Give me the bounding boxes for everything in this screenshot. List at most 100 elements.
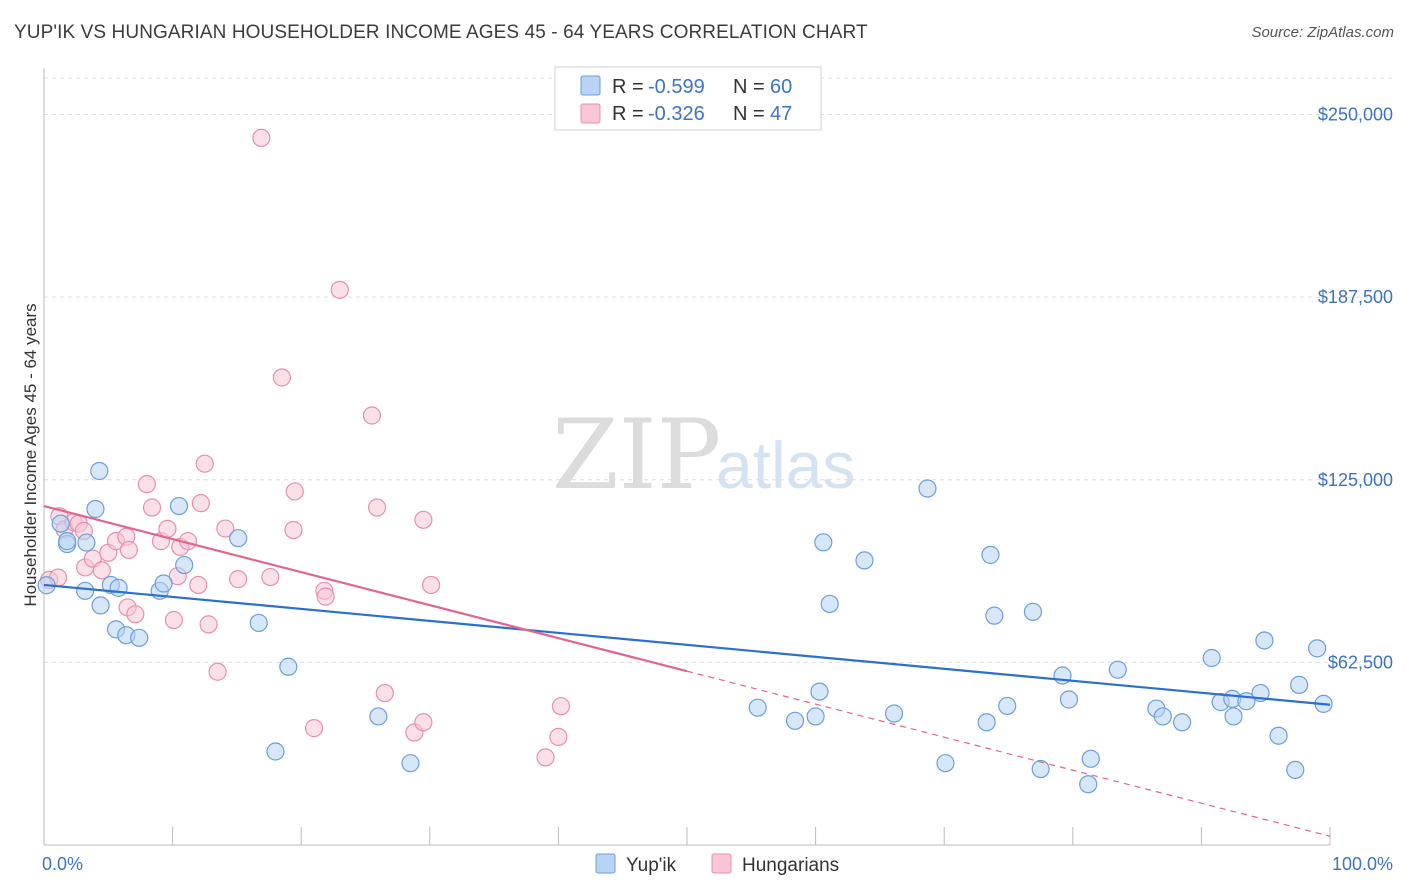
hungarians-swatch	[580, 103, 601, 124]
axes	[43, 68, 1331, 846]
y-axis-title: Householder Income Ages 45 - 64 years	[21, 303, 40, 606]
yupik-point	[998, 696, 1017, 716]
yupik-r-label: R =	[612, 76, 644, 98]
y-tick-label: $187,500	[1318, 287, 1393, 307]
yupik-point	[1031, 759, 1050, 779]
yupik-r-value: -0.599	[648, 76, 705, 98]
yupik-point	[1081, 749, 1100, 768]
yupik-point	[86, 499, 105, 519]
watermark-atlas: atlas	[716, 428, 855, 502]
yupik-point	[169, 496, 189, 516]
chart-title: YUP'IK VS HUNGARIAN HOUSEHOLDER INCOME A…	[14, 22, 868, 43]
yupik-point	[1269, 726, 1288, 745]
yupik-point	[785, 711, 805, 730]
yupik-point	[884, 704, 904, 723]
yupik-point	[810, 682, 829, 701]
hungarians-point	[375, 683, 394, 703]
watermark: ZIP atlas	[552, 399, 855, 511]
yupik-legend-label: Yup'ik	[626, 855, 677, 876]
hungarians-point	[164, 610, 183, 630]
hungarians-point	[414, 713, 433, 732]
trend-lines	[43, 504, 1331, 837]
hungarians-point	[208, 662, 227, 681]
hungarians-point	[137, 475, 156, 494]
yupik-point	[820, 594, 839, 614]
yupik-point	[1286, 760, 1305, 780]
yupik-point	[249, 613, 268, 633]
yupik-point	[1173, 713, 1192, 732]
hungarians-point	[199, 615, 218, 634]
hungarians-n-value: 47	[770, 103, 792, 125]
yupik-points	[37, 461, 1333, 794]
yupik-point	[175, 555, 194, 575]
hungarians-point	[285, 482, 304, 501]
hungarians-point	[142, 498, 162, 517]
yupik-point	[918, 479, 937, 498]
yupik-swatch	[580, 75, 601, 96]
yupik-point	[1255, 631, 1274, 650]
yupik-point	[977, 713, 996, 732]
yupik-point	[855, 551, 874, 570]
yupik-legend-swatch	[595, 853, 616, 874]
y-tick-label: $62,500	[1328, 652, 1393, 672]
hungarians-point	[536, 748, 555, 767]
grid-lines	[44, 77, 1393, 663]
hungarians-point	[119, 540, 138, 559]
series-legend: Yup'ik Hungarians	[595, 853, 839, 876]
hungarians-point	[126, 605, 145, 624]
watermark-zip: ZIP	[552, 399, 721, 511]
yupik-point	[1108, 660, 1127, 679]
yupik-point	[77, 533, 96, 552]
yupik-point	[814, 533, 833, 552]
hungarians-point	[551, 697, 571, 716]
source-credit: Source: ZipAtlas.com	[1251, 24, 1394, 41]
hungarians-points	[40, 128, 571, 767]
yupik-point	[90, 461, 109, 481]
hungarians-point	[362, 406, 382, 425]
hungarians-trend-dashed	[686, 670, 1331, 837]
yupik-trend-solid	[43, 583, 1331, 706]
yupik-point	[401, 754, 420, 773]
hungarians-point	[191, 494, 210, 513]
hungarians-point	[272, 368, 292, 387]
hungarians-point	[92, 561, 111, 580]
yupik-point	[1202, 648, 1221, 668]
yupik-point	[1059, 690, 1079, 709]
hungarians-point	[158, 519, 177, 538]
yupik-point	[229, 529, 248, 548]
hungarians-point	[330, 280, 349, 299]
hungarians-r-value: -0.326	[648, 103, 705, 125]
hungarians-point	[189, 575, 208, 595]
hungarians-point	[261, 567, 280, 587]
hungarians-legend-swatch	[711, 853, 732, 874]
y-tick-labels: $62,500 $125,000 $187,500 $250,000	[1318, 105, 1393, 673]
hungarians-point	[284, 520, 303, 540]
hungarians-point	[414, 510, 433, 529]
yupik-point	[1224, 707, 1243, 726]
yupik-n-value: 60	[770, 76, 792, 98]
yupik-point	[91, 596, 110, 615]
yupik-point	[109, 578, 128, 597]
yupik-point	[154, 574, 173, 593]
yupik-point	[1308, 639, 1327, 658]
yupik-point	[981, 545, 1000, 564]
yupik-point	[806, 707, 825, 726]
yupik-point	[51, 514, 70, 533]
x-min-label: 0.0%	[42, 854, 83, 874]
hungarians-point	[304, 719, 324, 738]
yupik-point	[279, 657, 298, 676]
hungarians-point	[549, 727, 568, 746]
hungarians-point	[252, 128, 271, 147]
hungarians-point	[367, 498, 387, 517]
yupik-point	[369, 707, 388, 726]
hungarians-r-label: R =	[612, 103, 644, 125]
x-max-label: 100.0%	[1332, 854, 1393, 874]
hungarians-point	[229, 570, 248, 589]
y-tick-label: $250,000	[1318, 105, 1393, 125]
yupik-point	[130, 628, 149, 647]
yupik-point	[1023, 602, 1043, 621]
yupik-point	[936, 754, 955, 773]
yupik-point	[76, 581, 95, 600]
hungarians-point	[421, 575, 441, 595]
